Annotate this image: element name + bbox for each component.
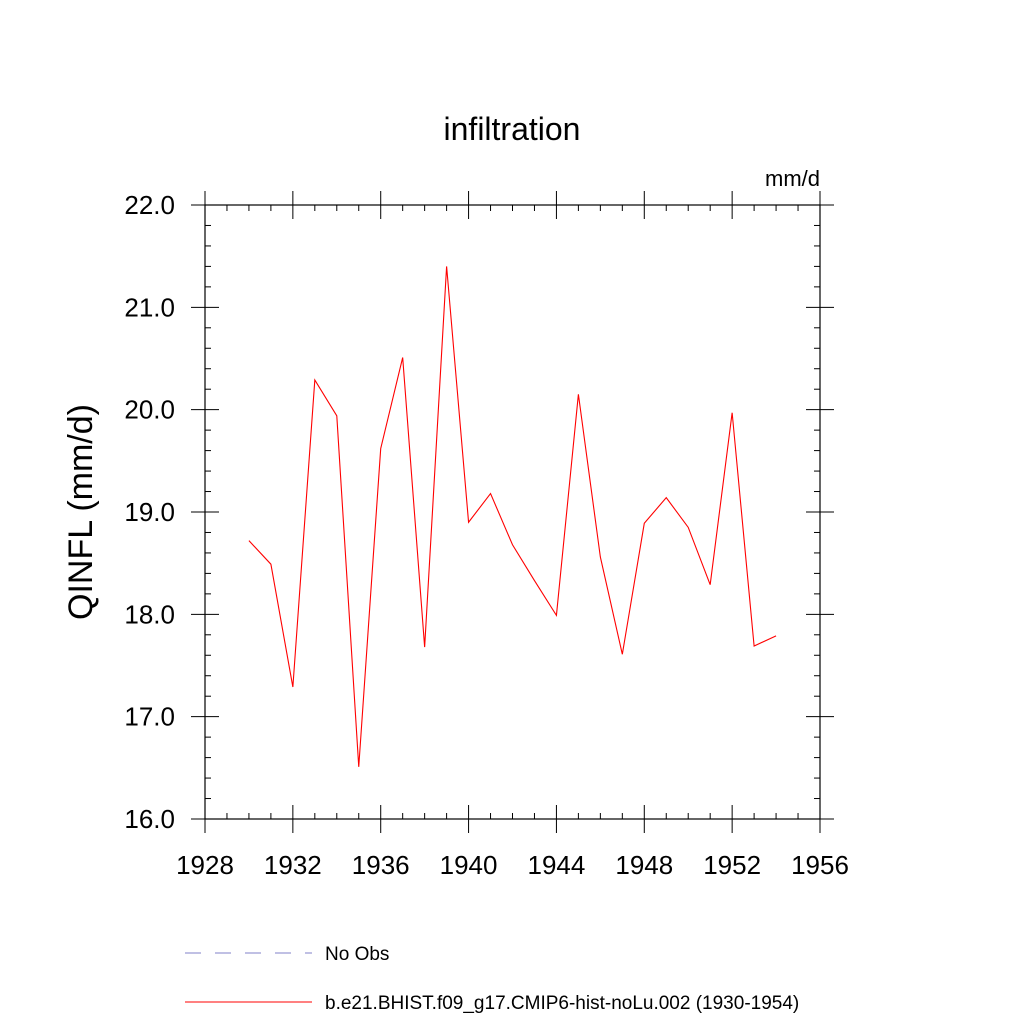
x-tick-label: 1940 <box>440 850 498 880</box>
plot-frame <box>204 204 821 820</box>
x-tick-label: 1944 <box>528 850 586 880</box>
x-tick-label: 1952 <box>703 850 761 880</box>
legend: No Obs b.e21.BHIST.f09_g17.CMIP6-hist-noL… <box>185 944 799 1014</box>
y-tick-label: 19.0 <box>124 497 175 527</box>
x-tick-label: 1928 <box>176 850 234 880</box>
x-tick-label: 1948 <box>615 850 673 880</box>
plot-area: 1928 1932 1936 1940 1944 1948 1952 1956 16.0 17.0… <box>124 190 849 880</box>
y-tick-label: 18.0 <box>124 599 175 629</box>
y-tick-label: 21.0 <box>124 292 175 322</box>
legend-label: No Obs <box>325 944 389 965</box>
x-tick-label: 1936 <box>352 850 410 880</box>
legend-label: b.e21.BHIST.f09_g17.CMIP6-hist-noLu.002 … <box>325 993 799 1014</box>
y-tick-label: 20.0 <box>124 395 175 425</box>
chart-title: infiltration <box>444 111 581 147</box>
y-axis-label: QINFL (mm/d) <box>62 404 100 620</box>
units-label: mm/d <box>765 166 820 191</box>
x-tick-label: 1932 <box>264 850 322 880</box>
x-tick-label: 1956 <box>791 850 849 880</box>
y-tick-label: 17.0 <box>124 702 175 732</box>
y-tick-label: 22.0 <box>124 190 175 220</box>
y-tick-label: 16.0 <box>124 804 175 834</box>
series-line <box>248 266 777 767</box>
